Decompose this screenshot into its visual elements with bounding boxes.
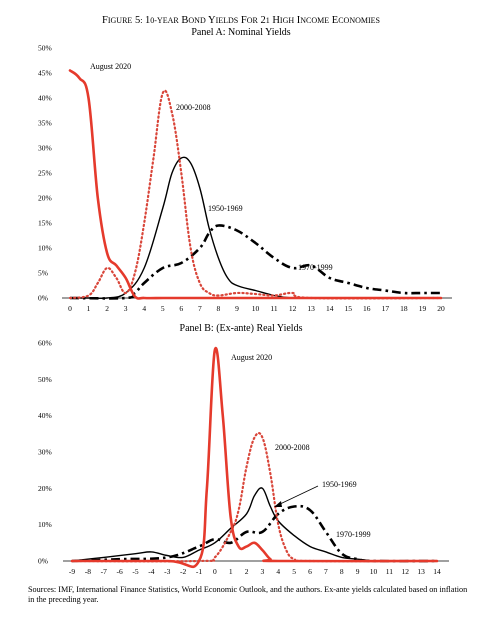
- y-tick-label: 20%: [38, 194, 52, 203]
- y-tick-label: 40%: [38, 94, 52, 103]
- annotation-2000-2008: 2000-2008: [275, 443, 310, 452]
- x-tick-label: 10: [370, 567, 378, 576]
- x-tick-label: 9: [356, 567, 360, 576]
- source-note: Sources: IMF, International Finance Stat…: [28, 585, 468, 604]
- panel-b-chart: Panel B: (Ex-ante) Real Yields 0% 10% 20% 3…: [38, 323, 449, 576]
- x-tick-label: 15: [345, 304, 353, 313]
- y-tick-label: 15%: [38, 219, 52, 228]
- x-tick-label: -5: [132, 567, 138, 576]
- y-tick-label: 50%: [38, 375, 52, 384]
- x-tick-label: 13: [417, 567, 425, 576]
- x-tick-label: 9: [235, 304, 239, 313]
- x-tick-label: 10: [252, 304, 260, 313]
- x-tick-label: 6: [308, 567, 312, 576]
- annotation-1970-1999: 1970-1999: [298, 263, 333, 272]
- x-tick-label: 14: [433, 567, 441, 576]
- series-line-2000-2008: [70, 431, 439, 563]
- panel-a-chart: Panel A: Nominal Yields 0% 5% 10% 15% 20% 25%…: [38, 27, 452, 313]
- figure-title: FIGURE 5: 10-YEAR BOND YIELDS FOR 21 HIG…: [102, 15, 380, 26]
- annotation-august-2020: August 2020: [231, 353, 272, 362]
- y-tick-label: 35%: [38, 119, 52, 128]
- x-tick-label: 3: [261, 567, 265, 576]
- x-tick-label: 1: [229, 567, 233, 576]
- y-tick-label: 60%: [38, 339, 52, 348]
- annotation-1970-1999: 1970-1999: [336, 530, 371, 539]
- x-tick-label: -2: [180, 567, 186, 576]
- x-tick-label: -8: [85, 567, 91, 576]
- x-tick-label: 5: [161, 304, 165, 313]
- x-tick-label: 7: [324, 567, 328, 576]
- x-tick-label: 6: [179, 304, 183, 313]
- x-tick-label: -4: [148, 567, 154, 576]
- x-tick-label: 13: [307, 304, 315, 313]
- y-tick-label: 10%: [38, 244, 52, 253]
- panel-b-title: Panel B: (Ex-ante) Real Yields: [180, 323, 303, 334]
- x-tick-label: 8: [340, 567, 344, 576]
- x-tick-label: 17: [382, 304, 390, 313]
- y-tick-label: 40%: [38, 411, 52, 420]
- y-tick-label: 30%: [38, 448, 52, 457]
- x-tick-label: -7: [101, 567, 107, 576]
- annotation-august-2020: August 2020: [90, 62, 131, 71]
- x-tick-label: 4: [142, 304, 146, 313]
- x-tick-label: -6: [116, 567, 122, 576]
- x-tick-label: 0: [68, 304, 72, 313]
- x-tick-label: 18: [400, 304, 408, 313]
- x-tick-label: 0: [213, 567, 217, 576]
- annotation-2000-2008: 2000-2008: [176, 103, 211, 112]
- y-tick-label: 50%: [38, 44, 52, 53]
- y-tick-label: 0%: [38, 294, 48, 303]
- series-line-august-2020: [70, 346, 439, 569]
- x-tick-label: 11: [270, 304, 277, 313]
- x-tick-label: 1: [87, 304, 91, 313]
- y-tick-label: 10%: [38, 520, 52, 529]
- x-tick-label: -3: [164, 567, 170, 576]
- annotation-arrow: [274, 485, 319, 507]
- y-tick-label: 45%: [38, 69, 52, 78]
- x-tick-label: 11: [386, 567, 393, 576]
- annotation-1950-1969: 1950-1969: [322, 480, 357, 489]
- x-tick-label: 2: [105, 304, 109, 313]
- x-tick-label: 12: [402, 567, 410, 576]
- x-tick-label: 8: [217, 304, 221, 313]
- x-tick-label: 7: [198, 304, 202, 313]
- x-tick-label: 16: [363, 304, 371, 313]
- y-tick-label: 20%: [38, 484, 52, 493]
- x-tick-label: 2: [245, 567, 249, 576]
- y-tick-label: 0%: [38, 557, 48, 566]
- annotation-1950-1969: 1950-1969: [208, 204, 243, 213]
- series-line-1970-1999: [69, 224, 441, 300]
- x-tick-label: 20: [437, 304, 445, 313]
- x-tick-label: 3: [124, 304, 128, 313]
- x-tick-label: 5: [292, 567, 296, 576]
- x-tick-label: 12: [289, 304, 297, 313]
- x-tick-label: 19: [419, 304, 427, 313]
- series-line-1950-1969: [71, 487, 438, 562]
- y-tick-label: 5%: [38, 269, 48, 278]
- x-tick-label: 14: [326, 304, 334, 313]
- series-line-2000-2008: [68, 89, 443, 300]
- x-tick-label: 4: [276, 567, 280, 576]
- series-line-august-2020: [68, 69, 443, 300]
- y-tick-label: 30%: [38, 144, 52, 153]
- x-tick-label: -9: [69, 567, 75, 576]
- y-tick-label: 25%: [38, 169, 52, 178]
- panel-a-title: Panel A: Nominal Yields: [191, 27, 290, 38]
- series-line-1970-1999: [71, 504, 438, 563]
- x-tick-label: -1: [196, 567, 202, 576]
